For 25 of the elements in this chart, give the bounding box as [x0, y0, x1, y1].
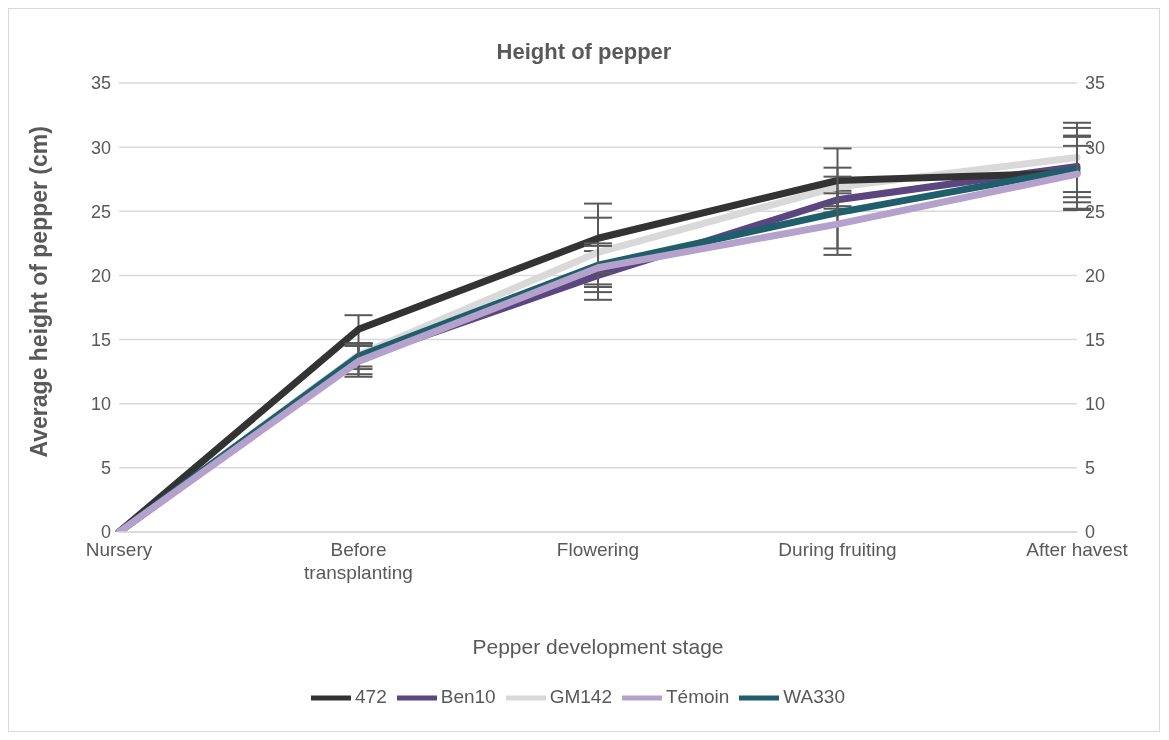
y-tick-label: 25 [90, 201, 111, 222]
y-tick-label: 15 [90, 329, 111, 350]
y2-tick-label: 20 [1085, 265, 1106, 286]
y-tick-label: 20 [90, 265, 111, 286]
legend-label: GM142 [549, 686, 612, 708]
chart-title: Height of pepper [495, 38, 673, 66]
y2-tick-label: 35 [1085, 73, 1106, 94]
y-tick-label: 30 [90, 137, 111, 158]
y2-tick-label: 30 [1085, 137, 1106, 158]
x-axis-title: Pepper development stage [472, 635, 724, 658]
x-tick-label: Before transplanting [304, 539, 413, 583]
legend-label: 472 [355, 686, 387, 708]
legend-label: WA330 [783, 686, 845, 708]
y2-tick-label: 25 [1085, 201, 1106, 222]
y2-tick-label: 10 [1085, 394, 1106, 415]
y-axis-title: Average height of pepper (cm) [26, 126, 53, 458]
y2-tick-label: 15 [1085, 329, 1106, 350]
legend-label: Ben10 [440, 686, 496, 708]
y2-tick-label: 5 [1085, 458, 1096, 479]
x-tick-label: Flowering [556, 539, 640, 560]
y-tick-label: 35 [90, 73, 111, 94]
legend-label: Témoin [666, 686, 730, 708]
y-tick-label: 5 [100, 458, 111, 479]
y-tick-label: 10 [90, 394, 111, 415]
x-tick-label: During fruiting [778, 539, 897, 560]
